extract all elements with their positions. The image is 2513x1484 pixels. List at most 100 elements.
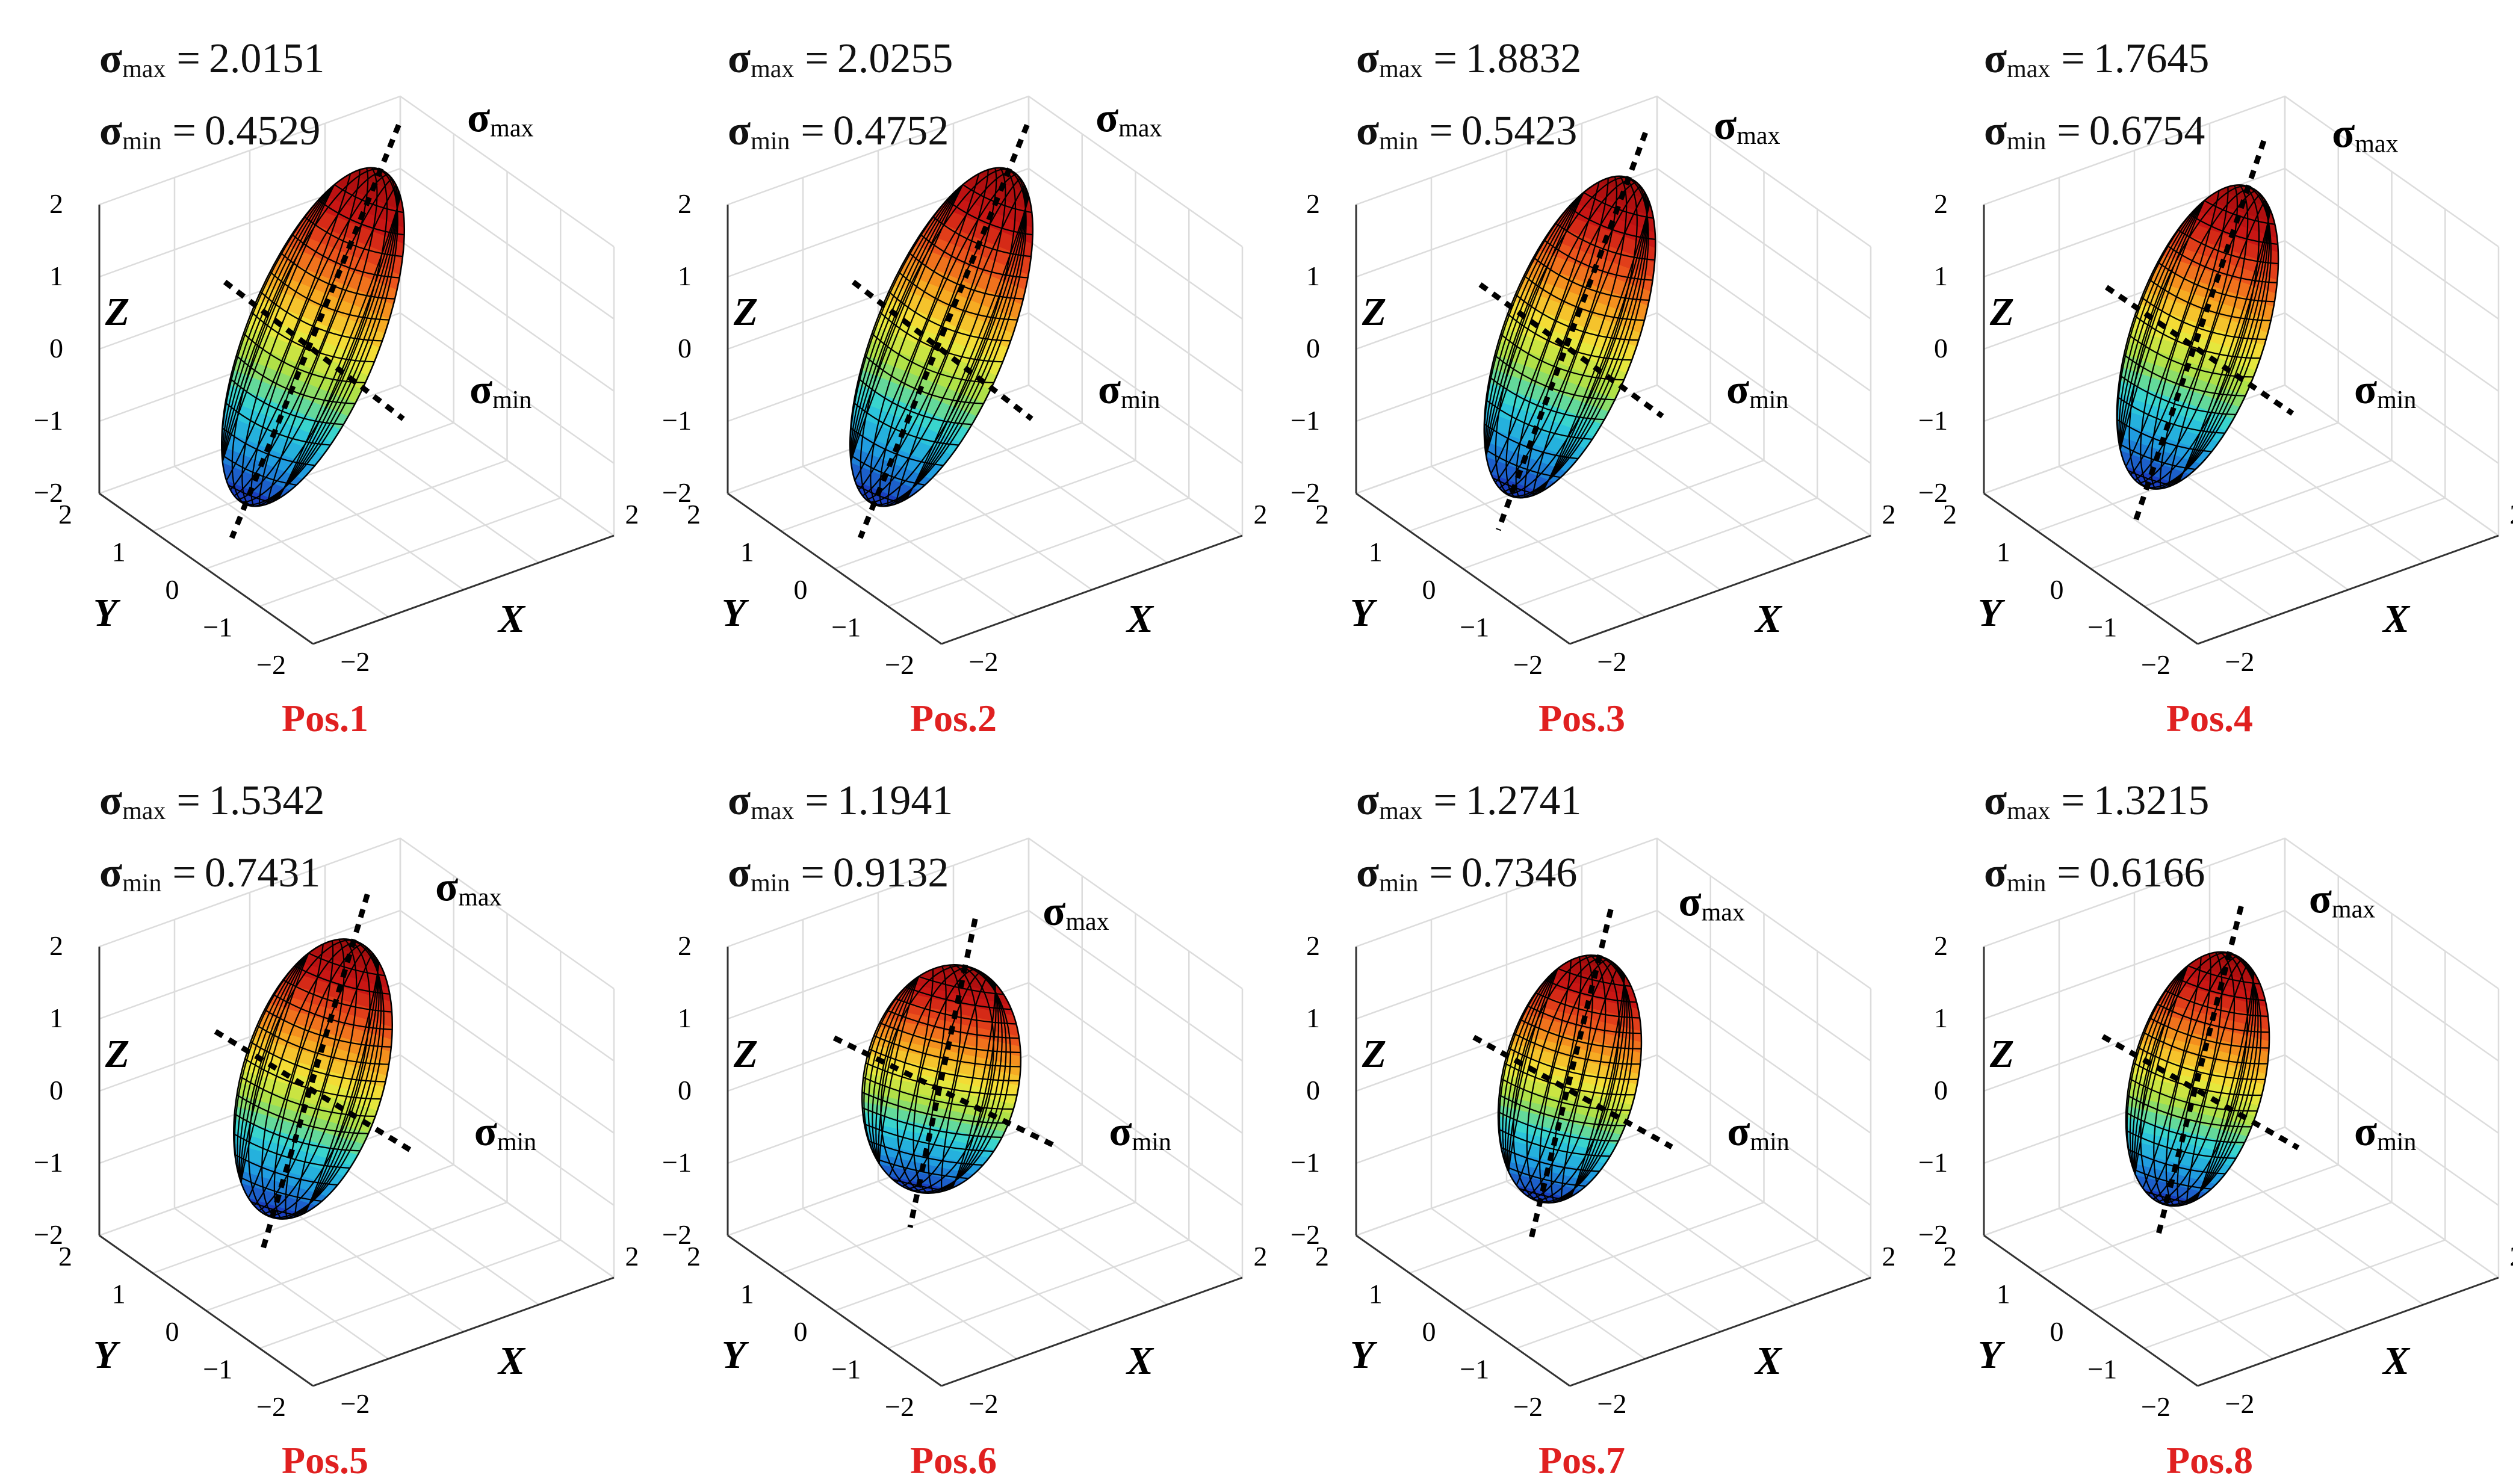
- y-tick-label: 0: [794, 574, 808, 605]
- mesh-line: [2152, 983, 2282, 1018]
- z-tick-label: 2: [1306, 930, 1320, 961]
- y-tick-label: 1: [112, 537, 126, 567]
- x-tick-label: −2: [969, 646, 999, 677]
- mesh-line: [1508, 1047, 1639, 1080]
- x-tick-label: −2: [341, 1388, 370, 1419]
- mesh-line: [854, 374, 978, 425]
- mesh-line: [1496, 1093, 1628, 1127]
- surface-band: [2127, 315, 2263, 373]
- surface-band: [2104, 1156, 2241, 1202]
- grid-line: [1983, 95, 2499, 248]
- z-tick-label: 2: [678, 188, 692, 219]
- grid-line: [1356, 167, 1871, 320]
- z-axis-name: Z: [1989, 1032, 2014, 1076]
- y-tick-label: −1: [2087, 612, 2117, 643]
- y-axis-name: Y: [1350, 1333, 1378, 1377]
- y-axis-name: Y: [93, 1333, 121, 1377]
- surface-band: [860, 1062, 1020, 1106]
- mesh-line: [249, 1041, 386, 1083]
- grid-line: [1356, 837, 1871, 990]
- surface-band: [225, 1104, 371, 1158]
- y-tick-label: 1: [740, 1279, 754, 1309]
- grid-line: [727, 909, 1243, 1062]
- z-axis-name: Z: [733, 290, 758, 334]
- sigma-min-value: σmin = 0.9132: [728, 850, 949, 897]
- mesh-line: [243, 332, 366, 384]
- ellipsoid-panel: 221100−1−1−2−2−22ZYXσmaxσminσmax=1.3215σ…: [1885, 742, 2513, 1484]
- grid-line: [2037, 1164, 2339, 1274]
- grid-line: [99, 982, 615, 1134]
- x-tick-label: −2: [1597, 1388, 1627, 1419]
- sigma-max-axis-label: σmax: [1714, 102, 1780, 150]
- sigma-max-value: σmax = 2.0151: [99, 36, 324, 83]
- surface-band: [269, 954, 415, 1009]
- sigma-max-value: σmax = 1.5342: [99, 778, 324, 825]
- grid-line: [1983, 167, 2499, 320]
- mesh-line: [1493, 1108, 1624, 1142]
- y-tick-label: 1: [1997, 537, 2010, 567]
- mesh-line: [1504, 1062, 1635, 1096]
- surface-band: [864, 1043, 1024, 1087]
- y-tick-label: −1: [1460, 1354, 1489, 1385]
- grid-line: [2037, 422, 2339, 532]
- z-tick-label: −2: [662, 477, 692, 508]
- z-tick-label: −1: [662, 1147, 692, 1178]
- surface-band: [238, 1058, 384, 1112]
- surface-band: [854, 1090, 1014, 1134]
- surface-band: [870, 1015, 1030, 1059]
- y-tick-label: 0: [1422, 574, 1436, 605]
- sigma-max-axis-label: σmax: [435, 864, 501, 911]
- z-tick-label: 0: [49, 1075, 63, 1105]
- grid-line: [1356, 1054, 1871, 1207]
- x-axis-name: X: [1126, 597, 1154, 641]
- grid-line: [324, 411, 539, 564]
- y-tick-label: 2: [687, 1241, 701, 1272]
- x-axis-line: [312, 1276, 615, 1387]
- grid-line: [727, 837, 1243, 990]
- z-axis-name: Z: [105, 290, 129, 334]
- grid-line: [1581, 1153, 1796, 1306]
- ellipsoid-surface: [1472, 909, 1673, 1238]
- y-axis-line: [99, 1234, 314, 1387]
- mesh-line: [862, 1076, 1014, 1110]
- grid-line: [1028, 384, 1243, 537]
- x-tick-label: 2: [2510, 499, 2513, 530]
- z-tick-label: 0: [1306, 333, 1320, 363]
- position-label: Pos.2: [910, 697, 997, 740]
- surface-band: [1514, 273, 1650, 335]
- sigma-min-axis-label: σmin: [1727, 1108, 1789, 1156]
- z-tick-label: 2: [49, 930, 63, 961]
- grid-line: [727, 1054, 1243, 1207]
- mesh-line: [871, 332, 994, 384]
- sigma-min-value: σmin = 0.7431: [99, 850, 320, 897]
- grid-line: [99, 167, 615, 320]
- grid-line: [1983, 837, 2499, 990]
- x-axis-name: X: [1754, 1339, 1783, 1383]
- sigma-max-value: σmax = 1.1941: [728, 778, 953, 825]
- mesh-line: [2115, 371, 2242, 416]
- mesh-line: [2166, 221, 2292, 265]
- sigma-min-axis: [2101, 1034, 2300, 1151]
- y-axis-name: Y: [1978, 591, 2006, 635]
- ellipsoid-surface: [184, 123, 442, 539]
- x-tick-label: 2: [1882, 499, 1896, 530]
- mesh-line: [2137, 1046, 2266, 1080]
- z-tick-label: −1: [1291, 405, 1320, 436]
- sigma-min-value: σmin = 0.6754: [1984, 108, 2205, 155]
- sigma-min-axis-label: σmin: [1098, 366, 1160, 414]
- ellipsoid-plot: 221100−1−1−2−2−22ZYXσmaxσminσmax=1.3215σ…: [1918, 778, 2513, 1482]
- y-tick-label: 2: [1943, 1241, 1957, 1272]
- position-label: Pos.3: [1538, 697, 1625, 740]
- grid-line: [324, 1153, 539, 1306]
- z-tick-label: −1: [34, 1147, 63, 1178]
- grid-line: [2209, 1153, 2424, 1306]
- sigma-min-value: σmin = 0.4752: [728, 108, 949, 155]
- mesh-line: [1485, 373, 1610, 421]
- x-tick-label: −2: [1597, 646, 1627, 677]
- y-axis-name: Y: [722, 1333, 749, 1377]
